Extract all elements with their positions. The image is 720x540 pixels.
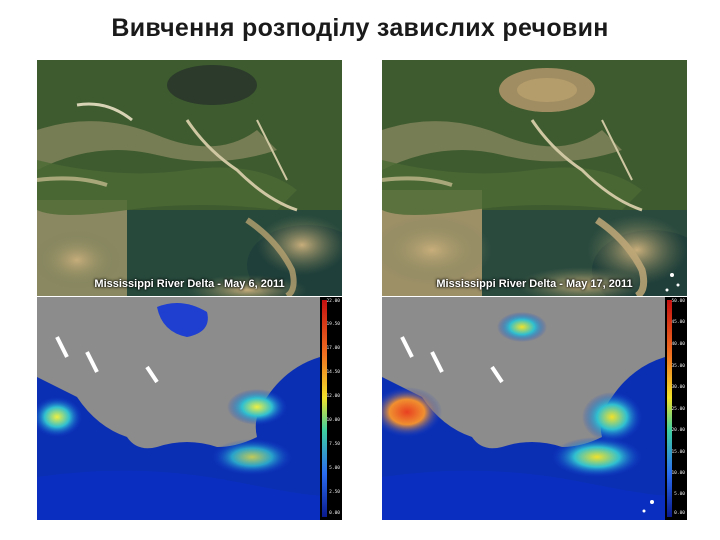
colorbar-tick: 5.00 — [674, 492, 685, 497]
colorbar-tick: 5.00 — [329, 466, 340, 471]
colorbar-tick: 30.00 — [671, 385, 685, 390]
colorbar-tick: 50.00 — [671, 299, 685, 304]
colorbar-tick: 0.00 — [674, 511, 685, 516]
concentration-map-may-17: 50.00 45.00 40.00 35.00 30.00 25.00 20.0… — [382, 297, 687, 520]
colorbar-ticks-may-17: 50.00 45.00 40.00 35.00 30.00 25.00 20.0… — [665, 297, 687, 520]
colorbar-tick: 45.00 — [671, 320, 685, 325]
colorbar-tick: 19.50 — [326, 322, 340, 327]
concentration-map-may-6: 22.00 19.50 17.00 14.50 12.00 10.00 7.50… — [37, 297, 342, 520]
colorbar-tick: 20.00 — [671, 428, 685, 433]
satellite-caption-may-6: Mississippi River Delta - May 6, 2011 — [94, 278, 285, 290]
colorbar-tick: 14.50 — [326, 370, 340, 375]
colorbar-tick: 22.00 — [326, 299, 340, 304]
colorbar-tick: 10.00 — [671, 471, 685, 476]
satellite-image-may-6: Mississippi River Delta - May 6, 2011 — [37, 60, 342, 296]
colorbar-tick: 2.50 — [329, 490, 340, 495]
colorbar-tick: 15.00 — [671, 450, 685, 455]
colorbar-tick: 7.50 — [329, 442, 340, 447]
colorbar-tick: 12.00 — [326, 394, 340, 399]
colorbar-tick: 40.00 — [671, 342, 685, 347]
satellite-caption-may-17: Mississippi River Delta - May 17, 2011 — [436, 278, 633, 290]
colorbar-tick: 25.00 — [671, 407, 685, 412]
colorbar-tick: 10.00 — [326, 418, 340, 423]
satellite-image-may-17: Mississippi River Delta - May 17, 2011 — [382, 60, 687, 296]
colorbar-tick: 35.00 — [671, 364, 685, 369]
colorbar-tick: 0.00 — [329, 511, 340, 516]
colorbar-tick: 17.00 — [326, 346, 340, 351]
page-title: Вивчення розподілу завислих речовин — [111, 14, 609, 42]
colorbar-ticks-may-6: 22.00 19.50 17.00 14.50 12.00 10.00 7.50… — [320, 297, 342, 520]
